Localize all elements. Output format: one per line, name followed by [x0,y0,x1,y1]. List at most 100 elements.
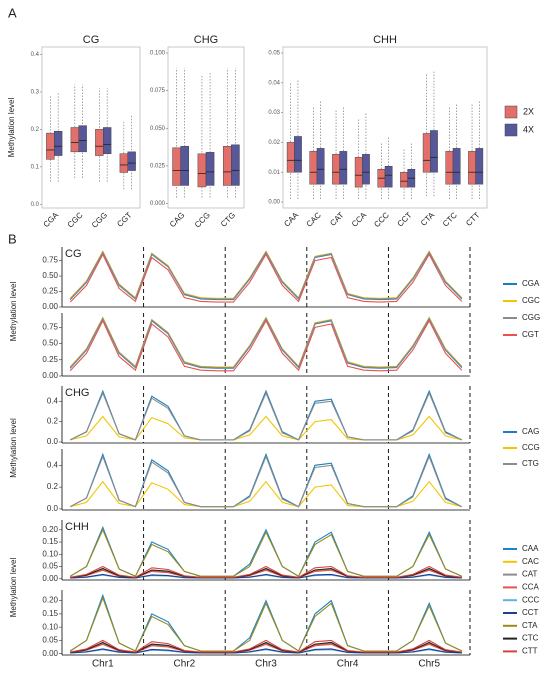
box [231,144,240,186]
y-tick-label: 0.00 [42,302,58,311]
y-tick-label: 0.05 [268,51,280,57]
y-tick-label: 0.20 [42,596,58,605]
x-tick-label: CTA [419,210,437,228]
legend-label: CGG [522,313,540,322]
box [339,151,348,185]
legend-label: CGT [522,330,539,339]
x-tick-label: CGA [42,210,61,229]
y-tick-label: 0.20 [42,525,58,534]
box [127,151,136,171]
box [384,166,393,188]
y-tick-label: 0.4 [47,460,59,469]
legend-label: CTG [522,459,539,468]
y-axis-label: Methylation level [9,557,18,617]
plot-frame [41,46,141,209]
y-tick-label: 0.10 [42,622,58,631]
panel-label: A [8,5,17,20]
series-line [69,250,463,300]
y-tick-label: 0.4 [31,52,40,58]
y-tick-label: 0.050 [150,126,166,132]
plot-frame [282,46,488,209]
y-tick-label: 0.1 [31,164,40,170]
y-tick-label: 0.075 [150,88,166,94]
legend-label: CCT [522,608,539,617]
panel-title: CHH [373,34,397,46]
series-line [69,389,463,441]
y-tick-label: 0.50 [42,339,58,348]
y-tick-label: 0.00 [42,371,58,380]
box [400,171,408,188]
legend-label: CTA [522,621,538,630]
x-tick-label: CCC [372,210,391,229]
box [309,151,318,185]
box [172,147,181,186]
box [430,130,438,173]
x-tick-label: Chr2 [174,659,196,670]
x-tick-label: Chr3 [255,659,277,670]
legend-swatch [504,105,518,119]
box [362,154,370,185]
box [422,133,431,173]
y-tick-label: 0.2 [47,482,59,491]
y-axis-label: Methylation level [9,281,18,341]
series-line [69,316,463,369]
y-tick-label: 0.05 [42,636,58,645]
box [475,148,484,185]
y-tick-label: 0.15 [42,609,58,618]
y-tick-label: 0.00 [42,574,58,583]
x-tick-label: CAT [328,210,345,227]
box [468,151,476,185]
y-tick-label: 0.0 [47,504,59,513]
y-tick-label: 0.03 [268,110,280,116]
legend-label: CCC [522,595,540,604]
y-tick-label: 0.2 [47,417,59,426]
panel-title: CHG [194,34,218,46]
box [95,129,104,156]
legend-label: CTC [522,634,539,643]
panel-title: CG [83,34,100,46]
y-tick-label: 0.3 [31,90,40,96]
y-tick-label: 0.75 [42,322,58,331]
x-tick-label: CTG [219,211,237,229]
box [54,130,63,156]
series-line [69,391,463,441]
x-tick-label: Chr5 [418,659,440,670]
box [46,132,55,160]
y-tick-label: 0.10 [42,549,58,558]
box [294,136,302,173]
series-line [70,639,462,653]
x-tick-label: CAA [282,210,300,228]
series-line [69,319,463,372]
box [222,146,232,186]
legend-label: CAT [522,570,538,579]
y-tick-label: 0.025 [150,163,166,169]
legend-label: CGA [522,279,540,288]
x-tick-label: CTT [464,210,481,227]
legend-label: CAA [522,544,539,553]
x-tick-label: CCA [350,210,369,229]
box [354,157,363,188]
legend-label: CAC [522,557,539,566]
x-tick-label: CAC [305,210,323,228]
y-tick-label: 0.00 [42,649,58,658]
legend-label: CCG [522,443,540,452]
y-tick-label: 0.25 [42,287,58,296]
y-tick-label: 0.15 [42,537,58,546]
series-line [69,253,463,303]
y-tick-label: 0.0 [47,437,59,446]
series-line [70,565,462,578]
y-tick-label: 0.02 [268,140,280,146]
box [286,142,295,173]
box [103,127,112,154]
box [180,146,190,186]
y-tick-label: 0.01 [268,170,280,176]
box [445,151,454,185]
panel-title: CG [65,248,82,260]
box [332,154,340,185]
legend-label: 2X [523,106,534,116]
y-tick-label: 0.75 [42,256,58,265]
series-line [69,452,463,508]
x-tick-label: CGG [90,211,109,230]
y-tick-label: 0.05 [42,562,58,571]
x-tick-label: Chr1 [92,659,114,670]
